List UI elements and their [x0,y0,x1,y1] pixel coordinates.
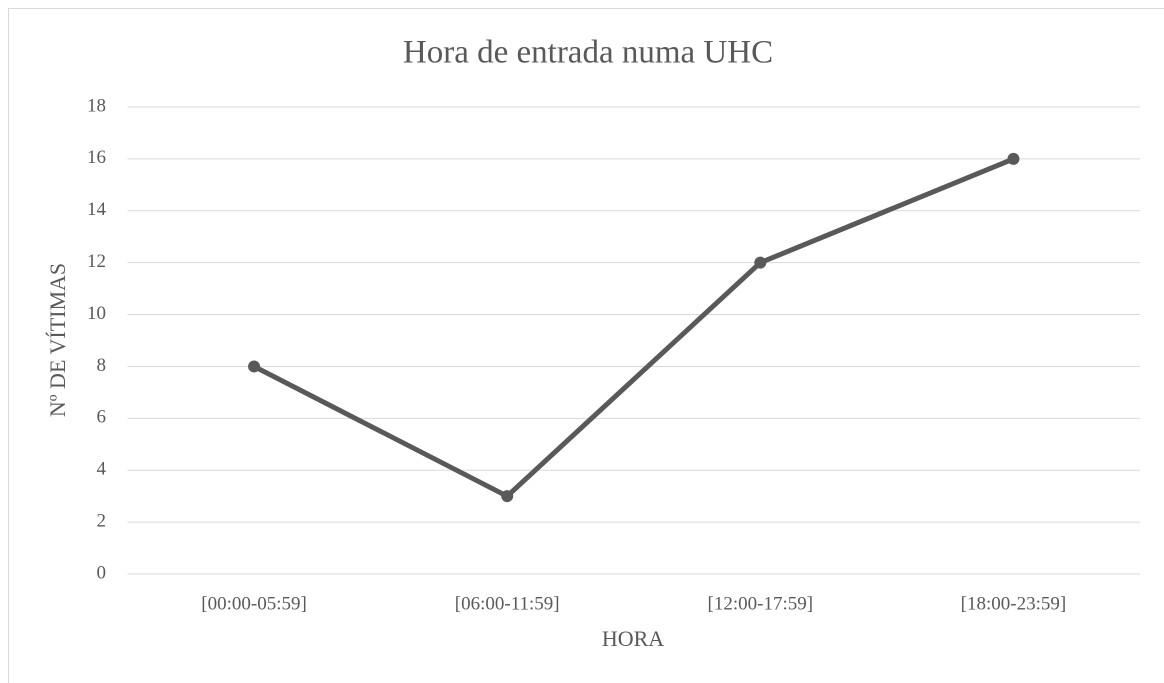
x-tick-label: [06:00-11:59] [455,593,560,614]
y-tick-label: 16 [87,147,106,168]
y-tick-label: 4 [97,459,107,480]
y-tick-label: 18 [87,95,106,116]
y-tick-label: 10 [87,303,106,324]
chart-title: Hora de entrada numa UHC [403,35,773,71]
y-tick-label: 6 [97,407,107,428]
x-tick-label: [18:00-23:59] [961,593,1067,614]
x-tick-label: [12:00-17:59] [708,593,814,614]
y-tick-label: 0 [97,562,107,583]
chart-border [8,8,1164,683]
data-point [248,360,261,373]
data-line [252,156,1015,499]
data-point [1007,152,1020,165]
y-tick-label: 8 [97,355,107,376]
y-tick-label: 12 [87,251,106,272]
data-point [754,256,767,269]
x-tick-label: [00:00-05:59] [201,593,307,614]
y-axis-label: Nº DE VÍTIMAS [45,263,70,417]
y-tick-label: 2 [97,510,107,531]
y-tick-label: 14 [87,199,107,220]
x-axis-label: HORA [602,626,664,651]
data-point [501,490,514,503]
